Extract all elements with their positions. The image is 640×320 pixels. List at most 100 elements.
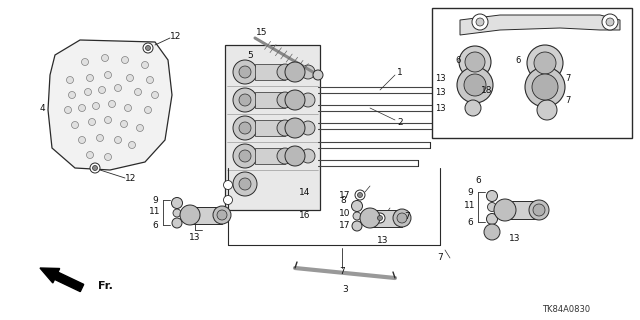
Circle shape <box>353 212 361 220</box>
Circle shape <box>459 46 491 78</box>
Circle shape <box>67 76 74 84</box>
Circle shape <box>277 92 293 108</box>
Bar <box>432 8 632 138</box>
Circle shape <box>223 180 232 189</box>
Circle shape <box>375 213 385 223</box>
Circle shape <box>86 75 93 82</box>
Text: Fr.: Fr. <box>98 281 113 291</box>
Circle shape <box>467 95 477 105</box>
Text: 12: 12 <box>170 31 182 41</box>
Circle shape <box>84 89 92 95</box>
Circle shape <box>301 121 315 135</box>
Text: 7: 7 <box>565 95 571 105</box>
Circle shape <box>393 209 411 227</box>
Circle shape <box>537 100 557 120</box>
Circle shape <box>494 199 516 221</box>
Circle shape <box>109 100 115 108</box>
Circle shape <box>93 102 99 109</box>
Circle shape <box>90 163 100 173</box>
Circle shape <box>145 107 152 114</box>
Circle shape <box>93 165 97 171</box>
Circle shape <box>351 201 362 212</box>
Circle shape <box>120 121 127 127</box>
Circle shape <box>141 61 148 68</box>
Text: 2: 2 <box>397 117 403 126</box>
Bar <box>255 120 285 136</box>
Text: 7: 7 <box>339 268 345 276</box>
Circle shape <box>476 18 484 26</box>
Circle shape <box>378 215 383 220</box>
Circle shape <box>115 84 122 92</box>
Circle shape <box>457 67 493 103</box>
Text: 6: 6 <box>152 220 158 229</box>
Circle shape <box>472 14 488 30</box>
Circle shape <box>529 200 549 220</box>
Text: 9: 9 <box>467 188 473 196</box>
Text: 17: 17 <box>339 190 351 199</box>
Text: 4: 4 <box>39 103 45 113</box>
Circle shape <box>397 213 407 223</box>
Circle shape <box>97 134 104 141</box>
Circle shape <box>127 75 134 82</box>
Text: 6: 6 <box>515 55 521 65</box>
Circle shape <box>233 60 257 84</box>
Circle shape <box>532 74 558 100</box>
Circle shape <box>486 213 497 225</box>
Circle shape <box>136 124 143 132</box>
Text: TK84A0830: TK84A0830 <box>542 306 590 315</box>
Text: 11: 11 <box>464 201 476 210</box>
Circle shape <box>465 52 485 72</box>
Circle shape <box>464 74 486 96</box>
Bar <box>255 92 285 108</box>
Text: 17: 17 <box>339 220 351 229</box>
Circle shape <box>525 67 565 107</box>
Circle shape <box>152 92 159 99</box>
Circle shape <box>533 204 545 216</box>
Circle shape <box>239 66 251 78</box>
Circle shape <box>125 105 131 111</box>
Circle shape <box>65 107 72 114</box>
Text: 14: 14 <box>300 188 310 196</box>
Text: 6: 6 <box>467 218 473 227</box>
Circle shape <box>145 45 150 51</box>
Circle shape <box>233 144 257 168</box>
Text: 7: 7 <box>565 74 571 83</box>
Circle shape <box>301 149 315 163</box>
Circle shape <box>277 64 293 80</box>
Circle shape <box>239 122 251 134</box>
Circle shape <box>355 190 365 200</box>
Text: 11: 11 <box>149 206 161 215</box>
Circle shape <box>534 52 556 74</box>
Bar <box>255 148 285 164</box>
Text: 13: 13 <box>435 87 445 97</box>
Circle shape <box>602 14 618 30</box>
Circle shape <box>285 118 305 138</box>
Circle shape <box>122 57 129 63</box>
Circle shape <box>172 218 182 228</box>
Text: 13: 13 <box>509 234 521 243</box>
Text: 9: 9 <box>152 196 158 204</box>
Circle shape <box>86 151 93 158</box>
Circle shape <box>102 54 109 61</box>
Circle shape <box>104 71 111 78</box>
Circle shape <box>134 89 141 95</box>
Circle shape <box>68 92 76 99</box>
Text: 6: 6 <box>475 175 481 185</box>
Circle shape <box>527 45 563 81</box>
Text: 13: 13 <box>435 103 445 113</box>
Circle shape <box>223 196 232 204</box>
Bar <box>190 207 222 224</box>
Circle shape <box>285 90 305 110</box>
Bar <box>505 201 539 219</box>
Text: 13: 13 <box>435 74 445 83</box>
Polygon shape <box>48 40 172 170</box>
Circle shape <box>488 203 497 212</box>
Circle shape <box>233 172 257 196</box>
Circle shape <box>277 148 293 164</box>
Circle shape <box>465 100 481 116</box>
Circle shape <box>72 122 79 129</box>
Text: 8: 8 <box>340 196 346 204</box>
Circle shape <box>239 178 251 190</box>
Circle shape <box>358 193 362 197</box>
Circle shape <box>606 18 614 26</box>
